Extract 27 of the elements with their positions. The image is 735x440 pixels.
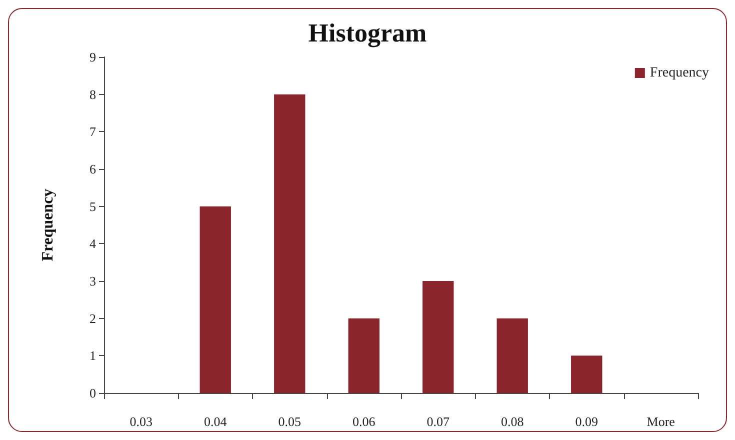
y-tick-label: 0	[90, 386, 96, 400]
legend-label: Frequency	[650, 66, 710, 80]
x-tick-label: 0.05	[278, 414, 301, 429]
y-tick-label: 1	[90, 348, 96, 364]
bar	[348, 318, 380, 393]
bar	[274, 94, 306, 393]
y-tick-label: 8	[90, 86, 96, 102]
y-tick-label: 6	[90, 162, 96, 176]
y-tick-label: 5	[90, 198, 96, 214]
y-tick-label: 2	[90, 310, 96, 326]
bar	[200, 206, 231, 393]
x-tick-label: 0.04	[204, 414, 228, 429]
x-tick-label: More	[646, 414, 676, 429]
bar	[496, 318, 528, 393]
bar	[571, 356, 602, 393]
x-tick-label: 0.03	[130, 414, 152, 429]
y-tick-label: 7	[90, 124, 96, 140]
y-tick-label: 9	[90, 50, 96, 64]
y-tick-label: 3	[90, 274, 96, 288]
x-tick-label: 0.09	[575, 414, 598, 429]
bar	[422, 281, 454, 393]
chart-title: Histogram	[308, 18, 428, 48]
y-tick-label: 4	[90, 236, 96, 252]
x-tick-label: 0.07	[426, 414, 450, 429]
x-tick-label: 0.06	[352, 414, 376, 429]
y-axis-title: Frequency	[40, 188, 56, 262]
x-tick-label: 0.08	[501, 414, 524, 429]
